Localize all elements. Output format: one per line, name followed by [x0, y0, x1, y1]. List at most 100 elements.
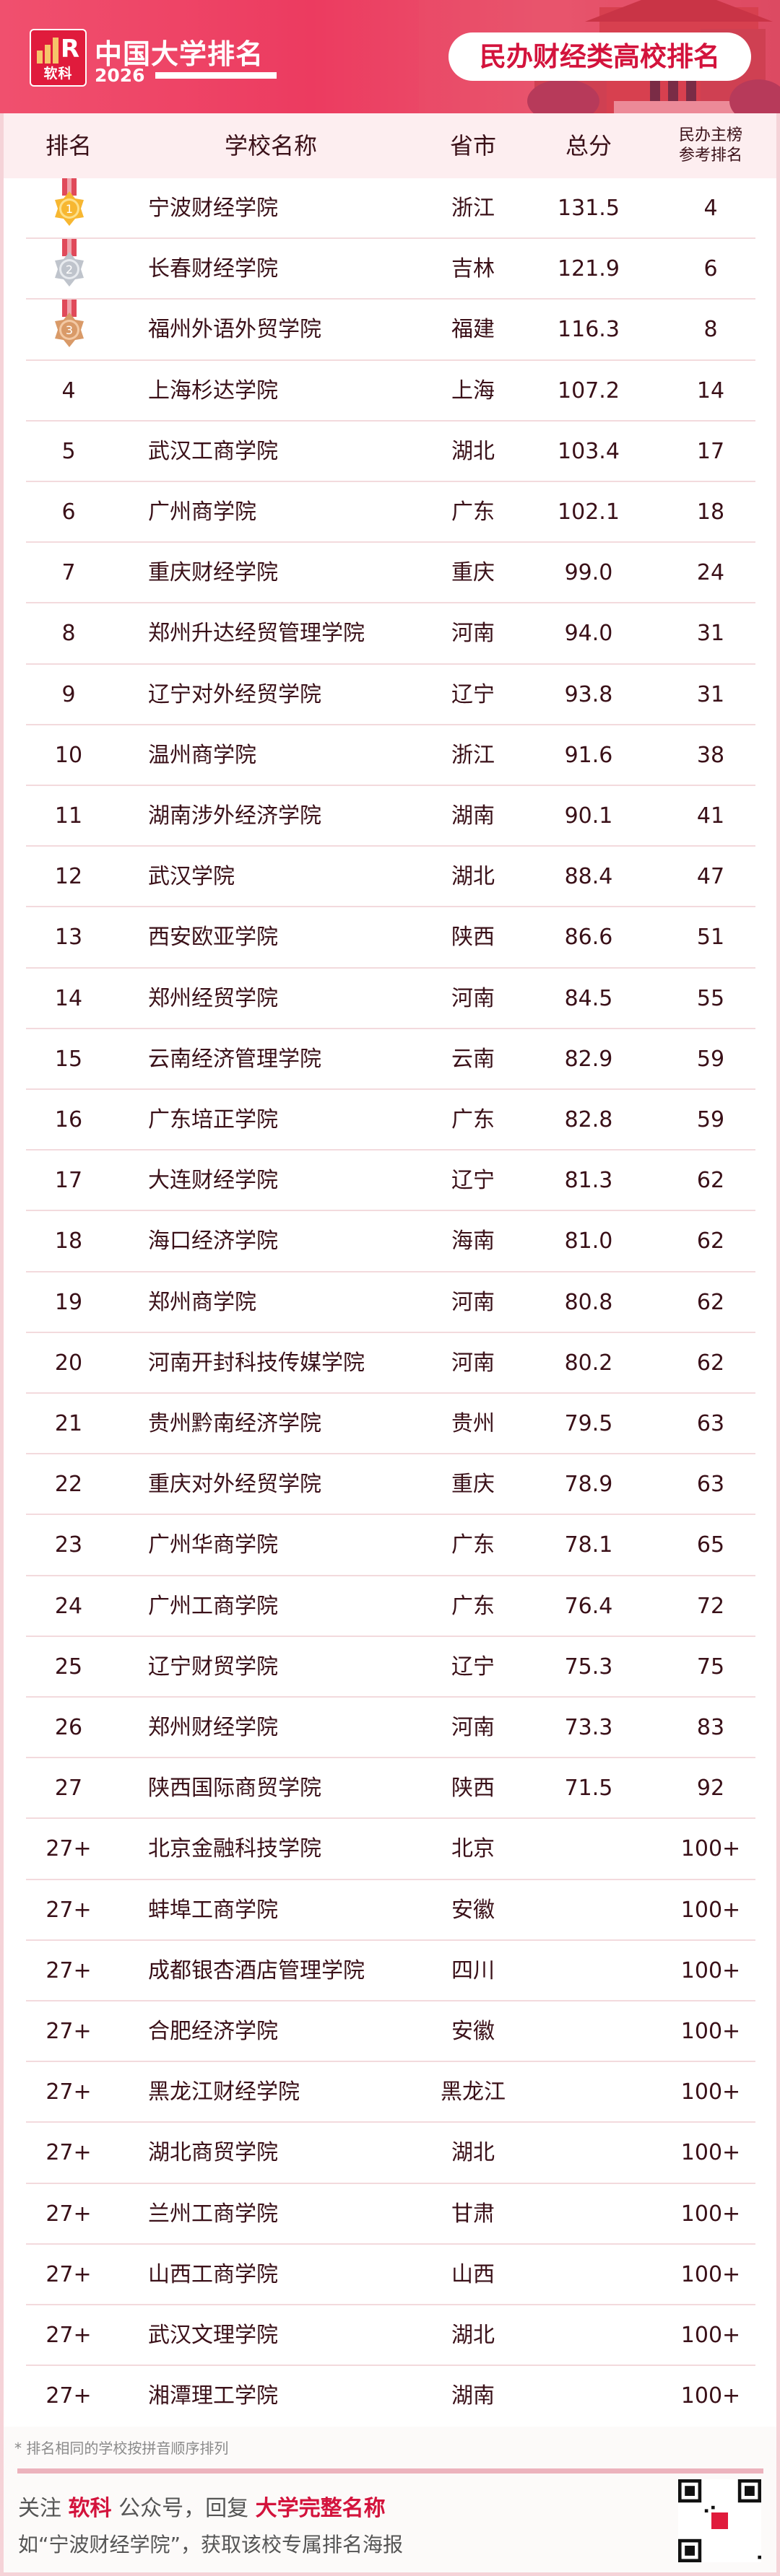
province: 湖北: [451, 438, 495, 464]
table-row: 11 湖南涉外经济学院 湖南 90.1 41: [4, 786, 776, 847]
rank: 16: [54, 1107, 83, 1132]
school-name: 辽宁对外经贸学院: [148, 681, 321, 707]
rank: 23: [54, 1532, 83, 1558]
province: 上海: [451, 377, 495, 403]
province: 湖北: [451, 2140, 495, 2166]
rank: 27: [54, 1776, 83, 1802]
medal-number: 3: [66, 323, 73, 337]
school-name: 海口经济学院: [148, 1228, 278, 1254]
school-name: 西安欧亚学院: [148, 925, 278, 951]
reference-rank: 4: [703, 196, 718, 221]
reference-rank: 63: [696, 1411, 725, 1436]
score: 131.5: [558, 196, 620, 221]
province: 甘肃: [451, 2201, 495, 2227]
rank: 27+: [46, 2140, 92, 2166]
province: 广东: [451, 1593, 495, 1619]
col-score: 总分: [565, 132, 612, 160]
reference-rank: 100+: [680, 2261, 741, 2287]
score: [538, 1880, 639, 1941]
score: 79.5: [564, 1411, 613, 1436]
school-name: 上海杉达学院: [148, 377, 278, 403]
province: 山西: [451, 2261, 495, 2287]
school-name: 山西工商学院: [148, 2261, 278, 2287]
score: 116.3: [558, 317, 620, 343]
school-name: 兰州工商学院: [148, 2201, 278, 2227]
rank: 7: [61, 560, 76, 586]
table-row: 27+ 湘潭理工学院 湖南 100+: [4, 2366, 776, 2427]
province: 河南: [451, 621, 495, 647]
score: 81.0: [564, 1228, 613, 1254]
school-name: 郑州商学院: [148, 1289, 256, 1315]
province: 福建: [451, 317, 495, 343]
province: 陕西: [451, 925, 495, 951]
table-row: 5 武汉工商学院 湖北 103.4 17: [4, 422, 776, 483]
rank: 27+: [46, 2019, 92, 2044]
rank: 24: [54, 1593, 83, 1619]
table-row: 10 温州商学院 浙江 91.6 38: [4, 725, 776, 787]
score: [538, 2001, 639, 2062]
table-row: 14 郑州经贸学院 河南 84.5 55: [4, 969, 776, 1029]
score: [538, 2062, 639, 2123]
table-row: 26 郑州财经学院 河南 73.3 83: [4, 1698, 776, 1759]
score: 73.3: [564, 1715, 613, 1740]
table-row: 27 陕西国际商贸学院 陕西 71.5 92: [4, 1758, 776, 1820]
table-row: 9 辽宁对外经贸学院 辽宁 93.8 31: [4, 665, 776, 725]
divider: [17, 2468, 763, 2474]
score: 90.1: [564, 803, 613, 829]
silver-medal-icon: 2: [55, 239, 84, 287]
reference-rank: 100+: [680, 2079, 741, 2105]
score: 93.8: [564, 681, 613, 707]
reference-rank: 59: [696, 1107, 725, 1132]
table-row: 1 宁波财经学院 浙江 131.5 4: [4, 178, 776, 240]
province: 广东: [451, 499, 495, 525]
medal-number: 2: [66, 263, 73, 276]
reference-rank: 62: [696, 1228, 725, 1254]
reference-rank: 24: [696, 560, 725, 586]
brand-title: 中国大学排名: [95, 38, 264, 70]
score: 71.5: [564, 1776, 613, 1802]
score: 80.8: [564, 1289, 613, 1315]
reference-rank: 100+: [680, 1836, 741, 1862]
score: 91.6: [564, 742, 613, 768]
school-name: 湖南涉外经济学院: [148, 803, 321, 829]
province: 贵州: [451, 1411, 495, 1436]
province: 广东: [451, 1532, 495, 1558]
table-row: 21 贵州黔南经济学院 贵州 79.5 63: [4, 1394, 776, 1455]
rank: 27+: [46, 2201, 92, 2227]
rank: 27+: [46, 2261, 92, 2287]
reference-rank: 31: [696, 621, 725, 647]
example-instruction: 如“宁波财经学院”，获取该校专属排名海报: [18, 2533, 404, 2557]
reference-rank: 100+: [680, 2383, 741, 2409]
score: 102.1: [558, 499, 620, 525]
reference-rank: 38: [696, 742, 725, 768]
province: 河南: [451, 985, 495, 1011]
col-name: 学校名称: [224, 132, 317, 160]
gold-medal-icon: 1: [55, 178, 84, 226]
table-row: 7 重庆财经学院 重庆 99.0 24: [4, 543, 776, 604]
province: 四川: [451, 1957, 495, 1983]
table-row: 2 长春财经学院 吉林 121.9 6: [4, 239, 776, 300]
reference-rank: 83: [696, 1715, 725, 1740]
rank: 4: [61, 377, 76, 403]
rank: 26: [54, 1715, 83, 1740]
table-row: 16 广东培正学院 广东 82.8 59: [4, 1090, 776, 1151]
table-row: 15 云南经济管理学院 云南 82.9 59: [4, 1029, 776, 1091]
table-row: 27+ 兰州工商学院 甘肃 100+: [4, 2184, 776, 2245]
province: 河南: [451, 1350, 495, 1376]
province: 安徽: [451, 1897, 495, 1923]
score: 81.3: [564, 1168, 613, 1194]
table-row: 23 广州华商学院 广东 78.1 65: [4, 1515, 776, 1576]
score: [538, 2366, 639, 2427]
school-name: 蚌埠工商学院: [148, 1897, 278, 1923]
school-name: 郑州财经学院: [148, 1715, 278, 1740]
ruanke-logo: R 软科: [30, 29, 87, 87]
table-row: 27+ 湖北商贸学院 湖北 100+: [4, 2123, 776, 2184]
table-row: 17 大连财经学院 辽宁 81.3 62: [4, 1151, 776, 1212]
score: [538, 1941, 639, 2001]
reference-rank: 100+: [680, 2019, 741, 2044]
school-name: 辽宁财贸学院: [148, 1654, 278, 1680]
score: 80.2: [564, 1350, 613, 1376]
qr-code-icon[interactable]: [678, 2479, 761, 2562]
province: 河南: [451, 1289, 495, 1315]
table-row: 12 武汉学院 湖北 88.4 47: [4, 847, 776, 908]
